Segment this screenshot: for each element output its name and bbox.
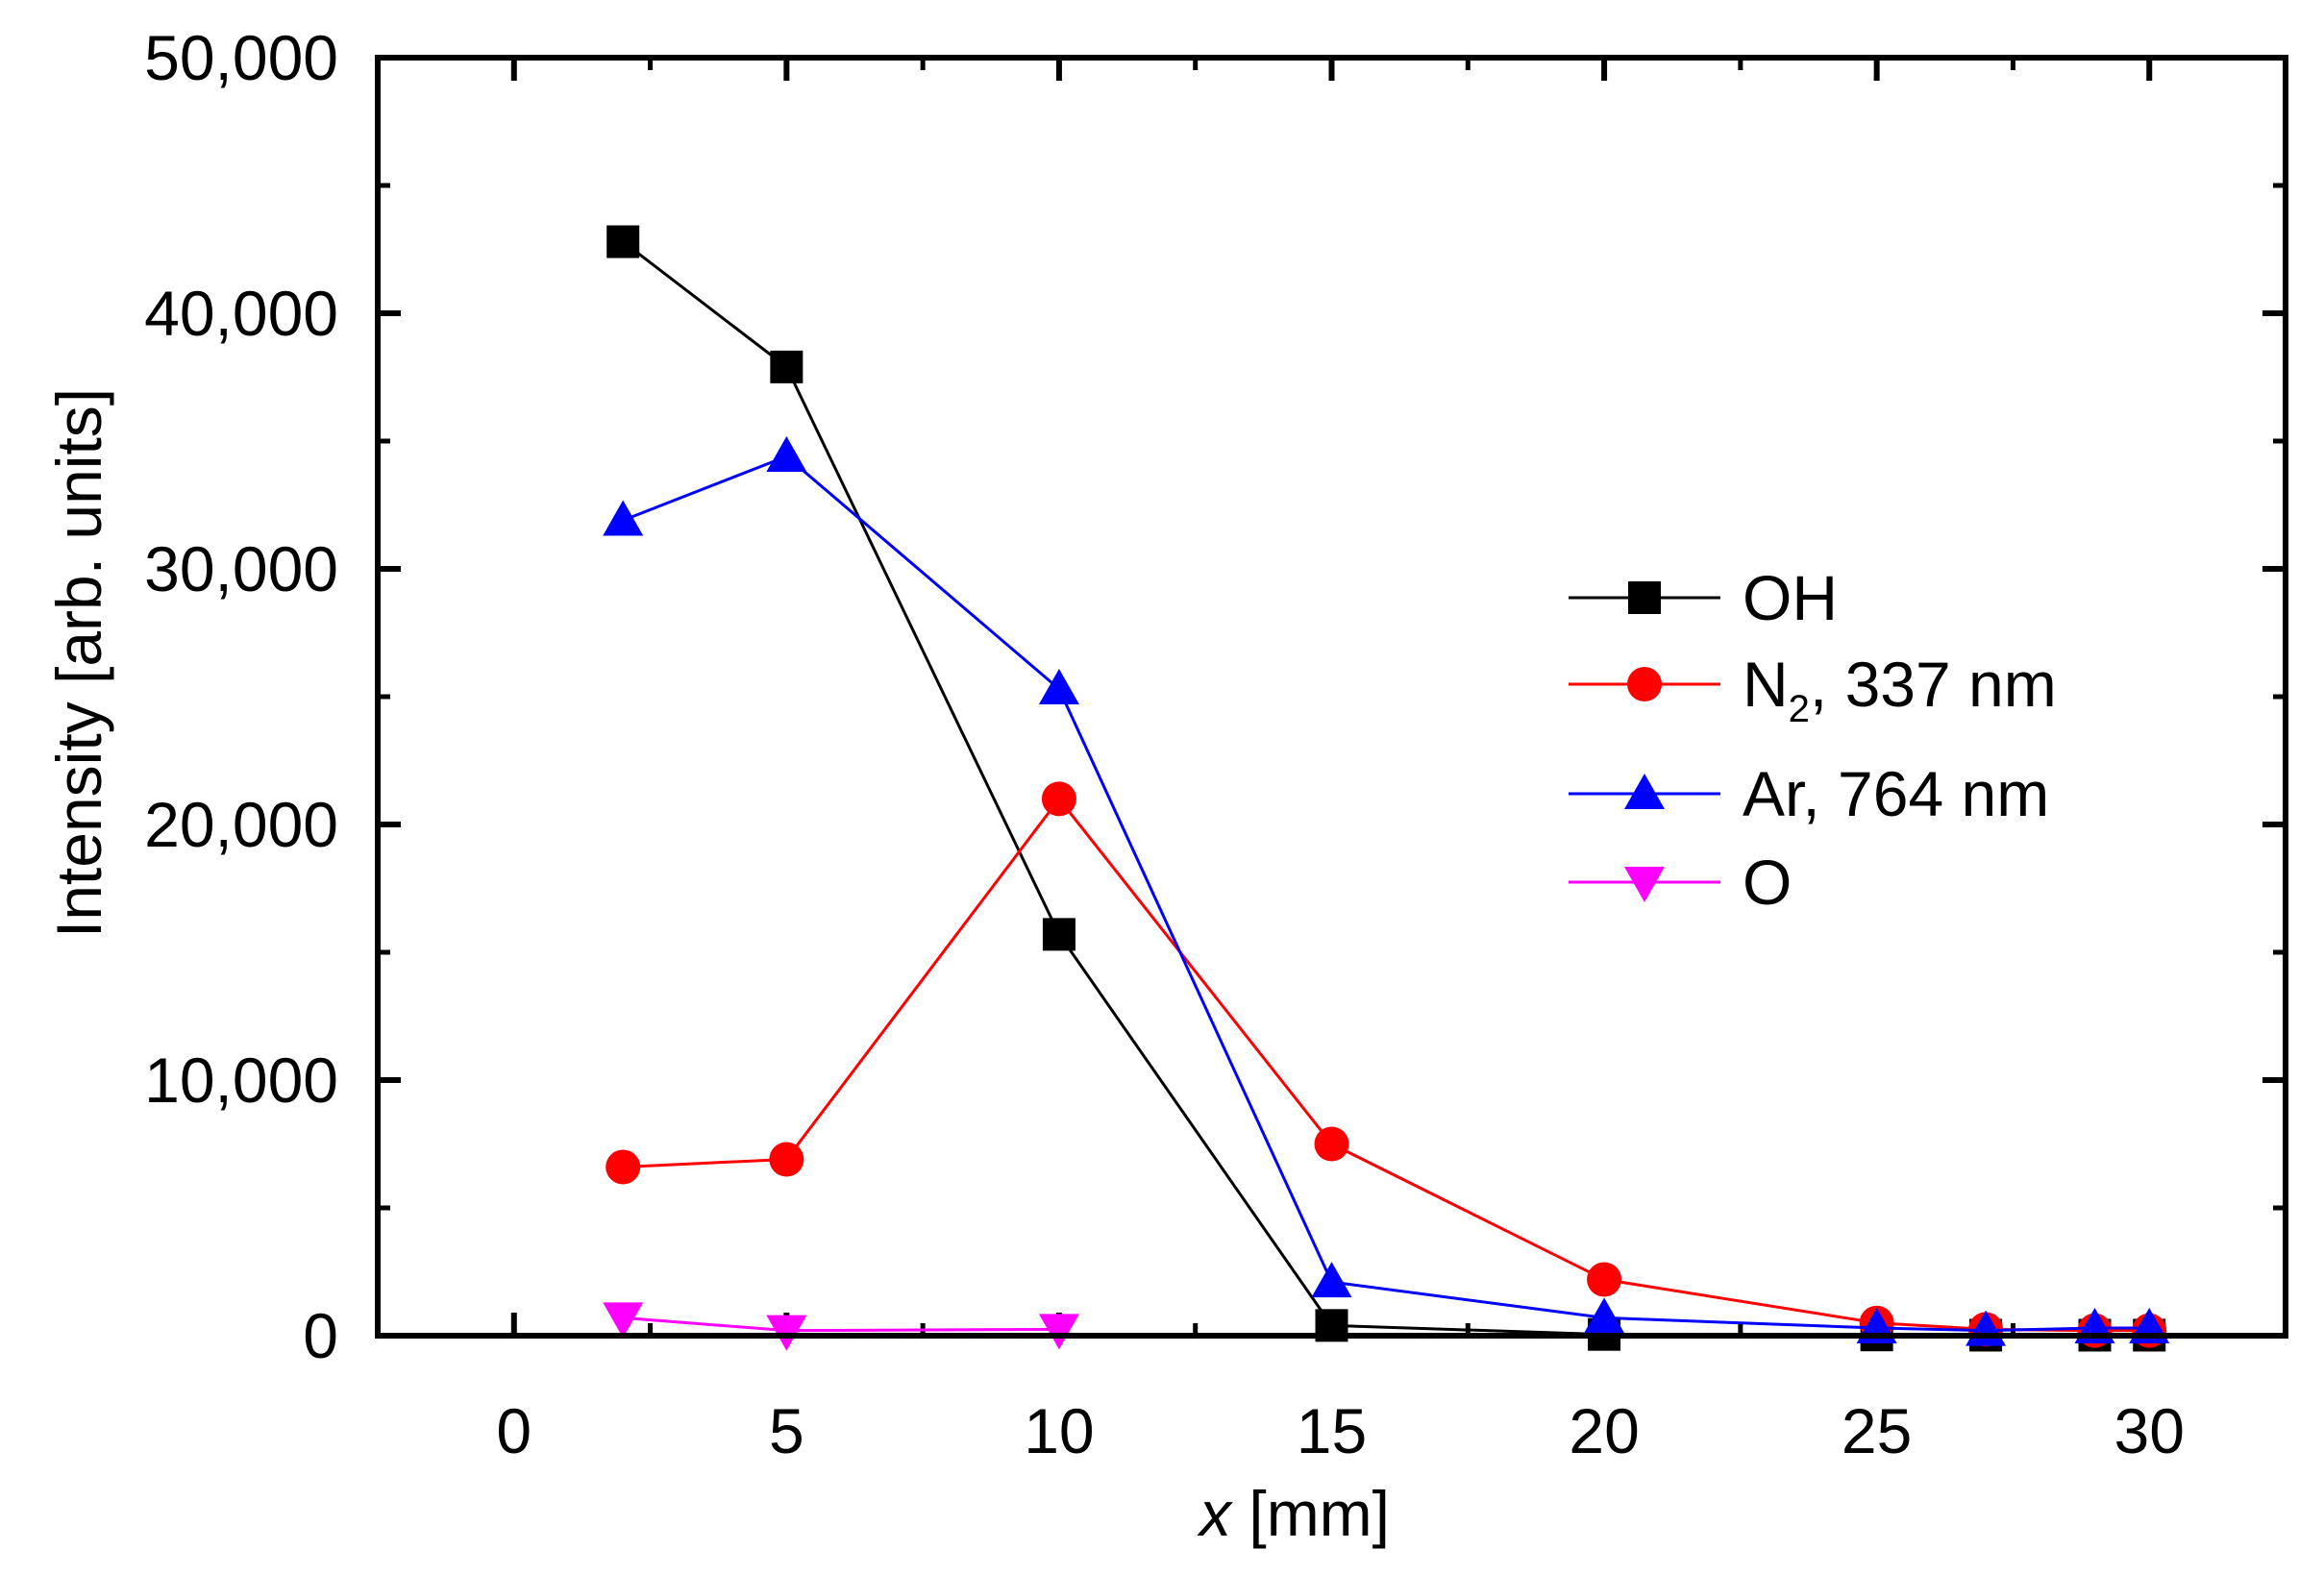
x-tick-label: 20 xyxy=(1569,1395,1639,1466)
data-point-n2-337-nm xyxy=(1587,1262,1622,1297)
legend-label-rest: , 337 nm xyxy=(1810,649,2057,720)
legend-label: O xyxy=(1743,847,1792,918)
legend-item-o: O xyxy=(1569,847,1792,918)
x-tick-label: 30 xyxy=(2114,1395,2185,1466)
series-line-n2-337-nm xyxy=(623,797,2150,1333)
data-point-ar-764-nm xyxy=(766,435,807,472)
series-o xyxy=(603,1302,1079,1351)
x-tick-label: 5 xyxy=(769,1395,804,1466)
y-tick-label: 50,000 xyxy=(144,22,338,93)
y-tick-label: 20,000 xyxy=(144,789,338,860)
legend: OH N2, 337 nm Ar, 764 nm O xyxy=(1569,562,2057,918)
x-tick-label: 15 xyxy=(1297,1395,1367,1466)
data-point-o xyxy=(1038,1314,1079,1350)
data-point-ar-764-nm xyxy=(1038,669,1079,705)
legend-label-main: O xyxy=(1743,847,1792,918)
legend-item-oh: OH xyxy=(1569,562,1838,633)
data-point-n2-337-nm xyxy=(1041,781,1076,817)
data-point-oh xyxy=(1042,918,1075,951)
legend-marker xyxy=(1627,667,1662,701)
y-tick-label: 30,000 xyxy=(144,533,338,604)
series-line-o xyxy=(623,1316,1059,1333)
data-point-ar-764-nm xyxy=(603,500,644,536)
y-axis-label: Intensity [arb. units] xyxy=(43,388,114,938)
data-point-n2-337-nm xyxy=(606,1149,641,1185)
x-tick-label: 10 xyxy=(1024,1395,1094,1466)
data-point-ar-764-nm xyxy=(1584,1297,1625,1334)
data-point-n2-337-nm xyxy=(1314,1126,1349,1162)
legend-item-ar-764-nm: Ar, 764 nm xyxy=(1569,758,2049,829)
data-point-ar-764-nm xyxy=(1311,1262,1352,1298)
y-tick-label: 0 xyxy=(303,1300,338,1371)
legend-label: OH xyxy=(1743,562,1838,633)
y-tick-label: 40,000 xyxy=(144,278,338,349)
legend-marker xyxy=(1628,581,1661,614)
legend-label: N2, 337 nm xyxy=(1743,649,2057,730)
legend-marker xyxy=(1624,774,1665,809)
x-tick-label: 25 xyxy=(1842,1395,1912,1466)
legend-label-main: OH xyxy=(1743,562,1838,633)
data-point-oh xyxy=(770,350,804,383)
legend-marker xyxy=(1624,867,1665,902)
tick-labels: 0 5 10 15 20 25 30 0 10,000 20,000 30,000 40,000 50,… xyxy=(144,22,2185,1466)
legend-label-subscript: 2 xyxy=(1789,688,1810,730)
data-point-o xyxy=(603,1302,644,1339)
legend-item-n2-337-nm: N2, 337 nm xyxy=(1569,649,2057,730)
x-axis-label: x [mm] xyxy=(1197,1478,1390,1549)
series-ar-764-nm xyxy=(603,435,2170,1346)
legend-label-main: Ar, 764 nm xyxy=(1743,758,2049,829)
series-line-ar-764-nm xyxy=(622,455,2150,1333)
legend-label: Ar, 764 nm xyxy=(1743,758,2049,829)
plot-frame xyxy=(375,55,2288,1339)
legend-label-main: N xyxy=(1743,649,1789,720)
y-tick-label: 10,000 xyxy=(144,1045,338,1116)
x-axis-unit: [mm] xyxy=(1231,1478,1390,1549)
series-n2-337-nm xyxy=(606,781,2167,1348)
x-axis-variable: x xyxy=(1197,1478,1233,1549)
data-point-oh xyxy=(606,225,640,258)
x-tick-label: 0 xyxy=(496,1395,532,1466)
data-point-n2-337-nm xyxy=(769,1142,804,1177)
